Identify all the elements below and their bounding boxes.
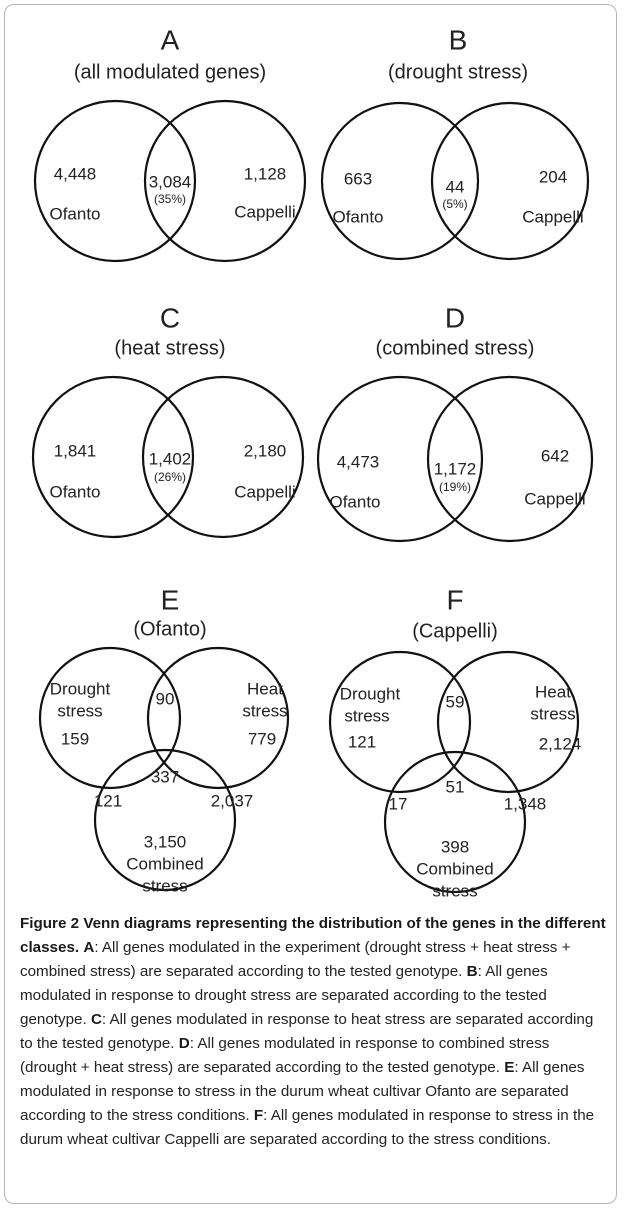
region-label: stress [242, 701, 287, 720]
venn-circle [430, 101, 590, 261]
region-label: Ofanto [329, 492, 380, 511]
panel-letter: D [445, 302, 465, 333]
panel-letter: B [449, 24, 468, 55]
panel-letter: C [160, 302, 180, 333]
region-label: stress [530, 704, 575, 723]
venn-circle [141, 375, 305, 539]
region-label: Ofanto [332, 207, 383, 226]
caption: Figure 2 Venn diagrams representing the … [20, 912, 610, 1152]
venn-circle [31, 375, 195, 539]
panel-subtitle: (drought stress) [388, 61, 528, 83]
region-label: 204 [539, 167, 567, 186]
caption-item-text: : All genes modulated in response to hea… [20, 1011, 594, 1052]
caption-item-text: : All genes modulated in response to dro… [20, 963, 548, 1028]
region-label: Heat [535, 682, 571, 701]
region-label: 2,180 [244, 441, 287, 460]
panel-subtitle: (Ofanto) [133, 618, 206, 640]
panel-letter: F [446, 584, 463, 615]
venn-circle [143, 99, 307, 263]
venn-circle [320, 101, 480, 261]
caption-title: Venn diagrams representing the distribut… [20, 915, 606, 956]
region-label: stress [142, 876, 187, 895]
caption-item-text: : All genes modulated in response to str… [20, 1107, 595, 1148]
region-label: Ofanto [49, 482, 100, 501]
caption-item-letter: C [90, 1011, 102, 1028]
region-label: Cappelli [524, 489, 585, 508]
region-label: 1,402 [149, 449, 192, 468]
region-label: 4,473 [337, 452, 380, 471]
region-label: (35%) [154, 192, 186, 206]
region-label: Combined [126, 854, 204, 873]
venn-circle [316, 375, 484, 543]
region-label: 59 [446, 692, 465, 711]
region-label: 642 [541, 446, 569, 465]
region-label: 2,037 [211, 791, 254, 810]
region-label: 1,841 [54, 441, 97, 460]
caption-item-letter: D [178, 1035, 190, 1052]
region-label: 663 [344, 169, 372, 188]
region-label: Heat [247, 679, 283, 698]
panel-subtitle: (all modulated genes) [74, 61, 266, 83]
region-label: 1,348 [504, 794, 547, 813]
region-label: 17 [389, 794, 408, 813]
caption-label: Figure 2 [20, 915, 80, 932]
venn-circle [328, 650, 472, 794]
panel-subtitle: (combined stress) [376, 337, 535, 359]
region-label: Drought [50, 679, 111, 698]
region-label: 51 [446, 777, 465, 796]
region-label: stress [344, 706, 389, 725]
region-label: Cappelli [234, 482, 295, 501]
region-label: (26%) [154, 470, 186, 484]
venn-circle [426, 375, 594, 543]
caption-item-letter: A [83, 939, 95, 956]
region-label: stress [57, 701, 102, 720]
region-label: 44 [446, 177, 465, 196]
caption-item-text: : All genes modulated in response to com… [20, 1035, 550, 1076]
panel-subtitle: (heat stress) [114, 337, 225, 359]
figure-frame [4, 4, 617, 1204]
region-label: 3,150 [144, 832, 187, 851]
region-label: Cappelli [522, 207, 583, 226]
region-label: Ofanto [49, 204, 100, 223]
venn-circle [146, 646, 290, 790]
panel-letter: A [161, 24, 180, 55]
region-label: 121 [348, 732, 376, 751]
region-label: stress [432, 881, 477, 900]
region-label: 337 [151, 767, 179, 786]
venn-circle [436, 650, 580, 794]
region-label: 4,448 [54, 164, 97, 183]
region-label: Combined [416, 859, 494, 878]
region-label: 3,084 [149, 172, 192, 191]
venn-figure: A (all modulated genes) 4,448 Ofanto 3,084(3… [31, 24, 594, 900]
region-label: (5%) [442, 197, 467, 211]
region-label: 159 [61, 729, 89, 748]
region-label: 90 [156, 689, 175, 708]
region-label: 1,172 [434, 459, 477, 478]
region-label: Cappelli [234, 202, 295, 221]
region-label: 121 [94, 791, 122, 810]
region-label: 2,124 [539, 734, 582, 753]
region-label: 1,128 [244, 164, 287, 183]
venn-circle [383, 750, 527, 894]
venn-circle [38, 646, 182, 790]
venn-circle [33, 99, 197, 263]
region-label: (19%) [439, 480, 471, 494]
caption-item-letter: F [253, 1107, 264, 1124]
caption-item-text: : All genes modulated in response to str… [20, 1059, 585, 1124]
panel-subtitle: (Cappelli) [412, 620, 498, 642]
region-label: 398 [441, 837, 469, 856]
caption-item-letter: B [466, 963, 478, 980]
panel-letter: E [161, 584, 180, 615]
region-label: 779 [248, 729, 276, 748]
caption-item-letter: E [504, 1059, 515, 1076]
caption-item-text: : All genes modulated in the experiment … [20, 939, 571, 980]
region-label: Drought [340, 684, 401, 703]
venn-circle [93, 748, 237, 892]
